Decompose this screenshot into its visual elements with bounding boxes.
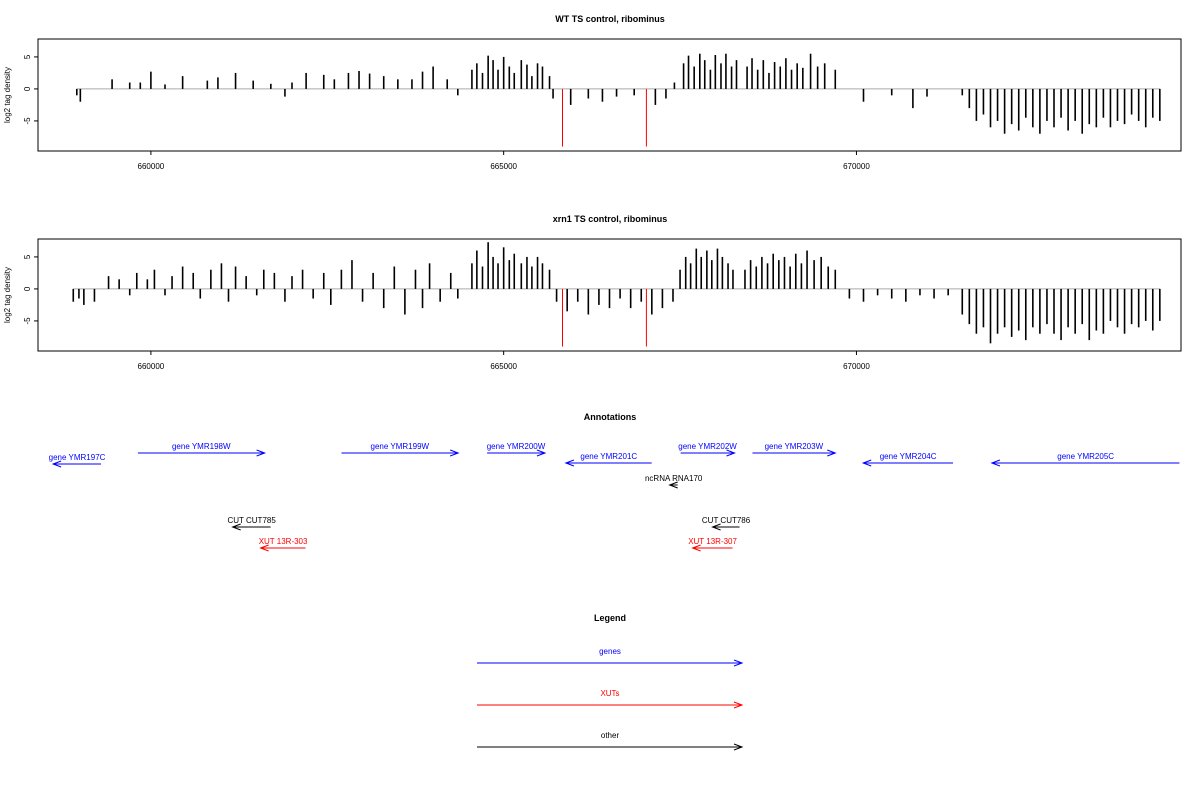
legend-label: other: [601, 731, 620, 740]
chart-title: WT TS control, ribominus: [555, 14, 665, 24]
y-axis-label: log2 tag density: [3, 267, 12, 323]
feature-arrow: [231, 523, 271, 531]
feature-arrow: [691, 544, 733, 552]
feature-label: ncRNA RNA170: [645, 474, 703, 483]
y-tick-label: 0: [23, 86, 32, 91]
feature-arrow: [861, 459, 954, 467]
x-tick-label: 670000: [843, 362, 870, 371]
feature-arrow: [711, 523, 740, 531]
feature-arrow: [137, 449, 267, 457]
y-axis-label: log2 tag density: [3, 67, 12, 123]
feature-label: gene YMR204C: [880, 452, 937, 461]
chart-title: xrn1 TS control, ribominus: [553, 214, 668, 224]
x-tick-label: 665000: [490, 162, 517, 171]
feature-arrow: [752, 449, 837, 457]
feature-label: CUT CUT785: [227, 516, 276, 525]
feature-label: gene YMR200W: [487, 442, 546, 451]
y-tick-label: 5: [23, 54, 32, 59]
feature-arrow: [259, 544, 306, 552]
y-tick-label: -5: [23, 117, 32, 125]
x-tick-label: 665000: [490, 362, 517, 371]
feature-arrow: [341, 449, 460, 457]
feature-label: gene YMR199W: [371, 442, 430, 451]
plot-frame: [37, 238, 1182, 352]
feature-label: gene YMR203W: [765, 442, 824, 451]
annotations-title: Annotations: [584, 412, 637, 422]
x-tick-label: 670000: [843, 162, 870, 171]
feature-arrow: [51, 460, 102, 468]
feature-arrow: [990, 459, 1180, 467]
y-tick-label: -5: [23, 317, 32, 325]
feature-label: gene YMR202W: [678, 442, 737, 451]
feature-label: XUT 13R-307: [688, 537, 737, 546]
feature-arrow: [668, 481, 678, 489]
feature-label: gene YMR198W: [172, 442, 231, 451]
feature-arrow: [487, 449, 547, 457]
legend-label: XUTs: [600, 689, 619, 698]
plot-frame: [37, 38, 1182, 152]
feature-label: gene YMR205C: [1057, 452, 1114, 461]
feature-label: CUT CUT786: [702, 516, 751, 525]
legend-arrow: [477, 701, 744, 709]
feature-label: gene YMR197C: [49, 453, 106, 462]
feature-arrow: [564, 459, 652, 467]
legend-arrow: [477, 659, 744, 667]
feature-arrow: [680, 449, 736, 457]
x-tick-label: 660000: [138, 162, 165, 171]
legend-label: genes: [599, 647, 621, 656]
x-tick-label: 660000: [138, 362, 165, 371]
feature-label: gene YMR201C: [580, 452, 637, 461]
y-tick-label: 0: [23, 286, 32, 291]
legend-title: Legend: [594, 613, 626, 623]
y-tick-label: 5: [23, 254, 32, 259]
legend-arrow: [477, 743, 744, 751]
feature-label: XUT 13R-303: [259, 537, 308, 546]
